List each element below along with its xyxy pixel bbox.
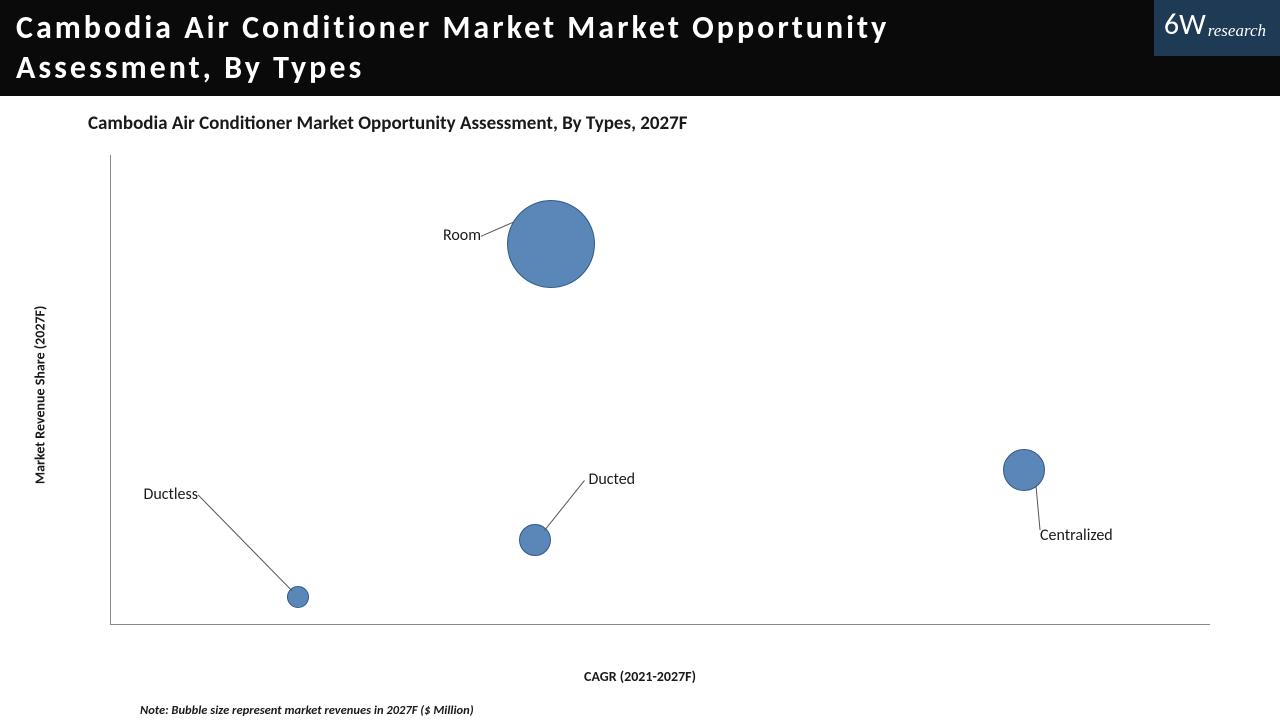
bubble-label-ductless: Ductless [143,485,198,504]
leader-line [111,155,1211,625]
bubble-label-room: Room [443,226,481,245]
header-title: Cambodia Air Conditioner Market Market O… [16,8,1016,88]
y-axis-label: Market Revenue Share (2027F) [32,306,49,484]
bubble-label-centralized: Centralized [1040,526,1113,545]
leader-line [111,155,1211,625]
plot-container: Market Revenue Share (2027F) RoomDuctles… [50,145,1230,655]
bubble-centralized [1003,449,1045,491]
header-bar: Cambodia Air Conditioner Market Market O… [0,0,1280,96]
chart-note: Note: Bubble size represent market reven… [140,703,1240,718]
bubble-ductless [287,586,309,608]
x-axis-label: CAGR (2021-2027F) [584,668,696,685]
brand-logo: 6W research [1154,0,1280,56]
bubble-label-ducted: Ducted [589,470,636,489]
leader-line [111,155,1211,625]
plot-area: Room Ductless Ducted Centralized [110,155,1210,625]
logo-sub: research [1208,21,1266,41]
logo-main: 6W [1164,6,1206,43]
chart-title: Cambodia Air Conditioner Market Opportun… [88,112,1240,135]
bubble-ducted [519,524,551,556]
chart-container: Cambodia Air Conditioner Market Opportun… [0,96,1280,718]
bubble-room [507,200,595,288]
leader-line [111,155,1211,625]
